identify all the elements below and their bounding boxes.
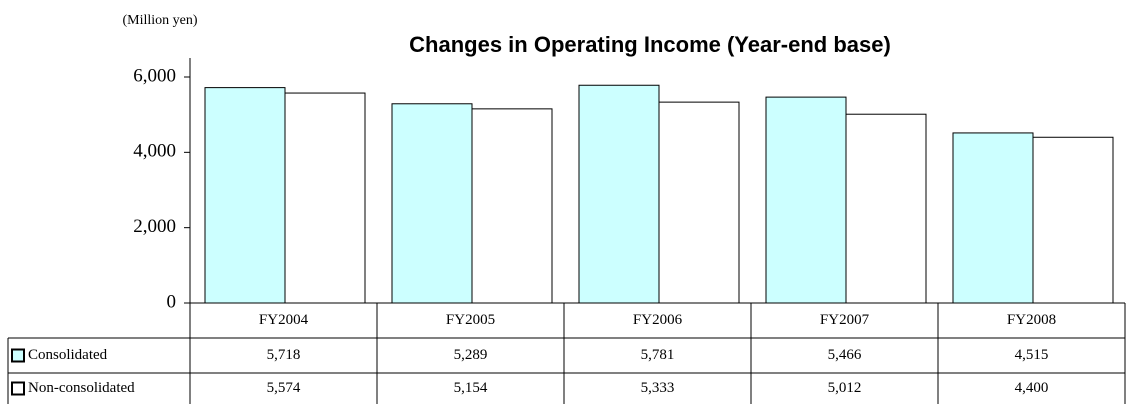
bar bbox=[952, 132, 1034, 304]
data-label: 4,515 bbox=[1015, 347, 1049, 363]
chart-title: Changes in Operating Income (Year-end ba… bbox=[409, 32, 891, 57]
bar bbox=[658, 101, 740, 304]
bar bbox=[284, 92, 366, 304]
x-tick-label: FY2008 bbox=[1007, 312, 1056, 328]
y-tick-label: 6,000 bbox=[133, 65, 176, 86]
data-label: 4,400 bbox=[1015, 380, 1049, 396]
y-tick-label: 2,000 bbox=[133, 216, 176, 237]
bar bbox=[471, 108, 553, 304]
bar bbox=[391, 103, 473, 304]
x-tick-label: FY2007 bbox=[820, 312, 870, 328]
bar bbox=[845, 113, 927, 304]
data-label: 5,718 bbox=[267, 347, 301, 363]
y-axis-label: (Million yen) bbox=[122, 13, 197, 28]
data-label: 5,781 bbox=[641, 347, 675, 363]
data-label: 5,012 bbox=[828, 380, 862, 396]
data-label: 5,154 bbox=[454, 380, 488, 396]
bar bbox=[1032, 136, 1114, 304]
data-label: 5,466 bbox=[828, 347, 862, 363]
legend-label: Consolidated bbox=[28, 347, 108, 363]
bar bbox=[204, 87, 286, 304]
x-tick-label: FY2006 bbox=[633, 312, 683, 328]
data-label: 5,333 bbox=[641, 380, 675, 396]
y-tick-label: 0 bbox=[167, 291, 177, 312]
x-tick-label: FY2004 bbox=[259, 312, 309, 328]
bar bbox=[765, 96, 847, 304]
x-tick-label: FY2005 bbox=[446, 312, 495, 328]
data-label: 5,289 bbox=[454, 347, 488, 363]
legend-swatch bbox=[11, 381, 25, 396]
data-label: 5,574 bbox=[267, 380, 301, 396]
y-tick-label: 4,000 bbox=[133, 141, 176, 162]
legend-label: Non-consolidated bbox=[28, 380, 135, 396]
legend-swatch bbox=[11, 348, 25, 363]
bar bbox=[578, 84, 660, 304]
